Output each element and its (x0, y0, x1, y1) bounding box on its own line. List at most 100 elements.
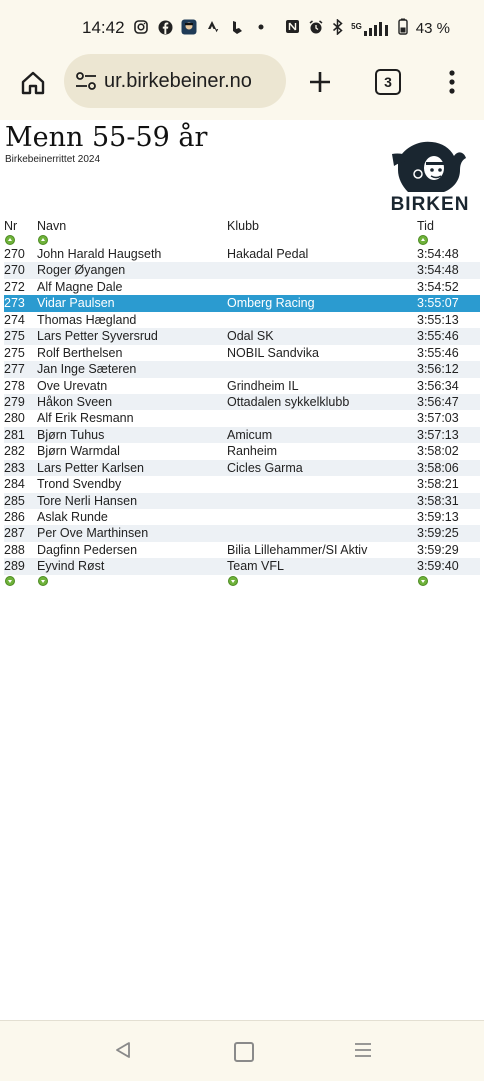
cell-time: 3:59:13 (417, 510, 459, 524)
cell-time: 3:55:07 (417, 296, 459, 311)
cell-nr: 287 (4, 526, 25, 541)
cell-nr: 286 (4, 510, 25, 524)
cell-name: Håkon Sveen (37, 394, 113, 409)
cell-time: 3:54:48 (417, 263, 459, 278)
more-menu-button[interactable] (440, 66, 464, 98)
cell-name: John Harald Haugseth (37, 247, 162, 261)
cell-club: Team VFL (227, 559, 284, 574)
home-button[interactable] (16, 66, 50, 100)
column-header-time[interactable]: Tid (417, 219, 434, 233)
logo-text: BIRKEN (391, 194, 470, 212)
page-subtitle: Birkebeinerrittet 2024 (5, 154, 101, 165)
system-status: 5G 43 % (285, 17, 450, 39)
cell-name: Vidar Paulsen (37, 296, 115, 311)
table-header: Nr Navn Klubb Tid (4, 218, 480, 234)
cell-time: 3:55:13 (417, 312, 459, 327)
table-row[interactable]: 280 Alf Erik Resmann 3:57:03 (4, 410, 480, 426)
table-row[interactable]: 289 Eyvind Røst Team VFL 3:59:40 (4, 558, 480, 575)
cell-club: Cicles Garma (227, 460, 303, 475)
status-bar: 14:42 5G (0, 0, 484, 54)
bing-icon (229, 19, 245, 35)
cell-time: 3:57:13 (417, 427, 459, 442)
sort-down-icon[interactable] (5, 575, 15, 586)
nfc-icon (285, 19, 300, 38)
table-row[interactable]: 284 Trond Svendby 3:58:21 (4, 476, 480, 492)
cell-name: Aslak Runde (37, 510, 108, 524)
cell-name: Bjørn Warmdal (37, 444, 120, 459)
table-row[interactable]: 283 Lars Petter Karlsen Cicles Garma 3:58:0… (4, 459, 480, 477)
sort-up-icon[interactable] (5, 235, 15, 245)
back-icon[interactable] (114, 1041, 132, 1064)
network-type: 5G (351, 21, 362, 31)
cell-club: Bilia Lillehammer/SI Aktiv (227, 542, 368, 557)
notification-icons (133, 19, 269, 35)
battery-icon (398, 18, 408, 39)
column-header-club[interactable]: Klubb (227, 219, 259, 233)
facebook-icon (157, 19, 173, 35)
cell-nr: 275 (4, 329, 25, 344)
table-row[interactable]: 281 Bjørn Tuhus Amicum 3:57:13 (4, 426, 480, 444)
table-row[interactable]: 273 Vidar Paulsen Omberg Racing 3:55:07 (4, 295, 480, 312)
recents-icon[interactable] (354, 1041, 372, 1064)
table-row[interactable]: 272 Alf Magne Dale 3:54:52 (4, 279, 480, 295)
sort-down-icon[interactable] (228, 575, 238, 586)
cell-name: Rolf Berthelsen (37, 345, 123, 360)
table-row[interactable]: 270 Roger Øyangen 3:54:48 (4, 262, 480, 279)
table-row[interactable]: 282 Bjørn Warmdal Ranheim 3:58:02 (4, 443, 480, 459)
plus-icon (310, 72, 330, 92)
status-time: 14:42 (82, 18, 125, 37)
results-table: Nr Navn Klubb Tid 270 John Harald Haugset… (4, 218, 480, 587)
cell-name: Lars Petter Syversrud (37, 329, 158, 344)
site-settings-icon[interactable] (74, 69, 98, 93)
url-text[interactable]: ur.birkebeiner.no (104, 69, 252, 92)
cell-time: 3:58:06 (417, 460, 459, 475)
cell-nr: 289 (4, 559, 25, 574)
cell-club: Odal SK (227, 329, 274, 344)
instagram-icon (133, 19, 149, 35)
table-row[interactable]: 277 Jan Inge Sæteren 3:56:12 (4, 361, 480, 378)
cell-name: Alf Erik Resmann (37, 411, 134, 426)
battery-percent: 43 % (415, 20, 450, 37)
table-row[interactable]: 275 Rolf Berthelsen NOBIL Sandvika 3:55:46 (4, 345, 480, 361)
table-row[interactable]: 286 Aslak Runde 3:59:13 (4, 509, 480, 525)
tab-switcher-button[interactable]: 3 (375, 69, 401, 95)
cell-name: Tore Nerli Hansen (37, 493, 138, 508)
table-row[interactable]: 287 Per Ove Marthinsen 3:59:25 (4, 525, 480, 542)
cell-nr: 279 (4, 394, 25, 409)
table-row[interactable]: 288 Dagfinn Pedersen Bilia Lillehammer/SI … (4, 542, 480, 558)
column-header-name[interactable]: Navn (37, 219, 67, 233)
cell-club: Hakadal Pedal (227, 247, 309, 261)
sort-up-icon[interactable] (418, 235, 428, 245)
alarm-icon (308, 19, 324, 39)
signal-5g-icon: 5G (351, 21, 390, 36)
table-row[interactable]: 274 Thomas Hægland 3:55:13 (4, 312, 480, 328)
table-row[interactable]: 279 Håkon Sveen Ottadalen sykkelklubb 3:56:… (4, 393, 480, 411)
bluetooth-icon (332, 17, 343, 39)
page-title: Menn 55-59 år (5, 122, 208, 153)
table-row[interactable]: 278 Ove Urevatn Grindheim IL 3:56:34 (4, 378, 480, 394)
table-row[interactable]: 285 Tore Nerli Hansen 3:58:31 (4, 492, 480, 509)
cell-club: Ranheim (227, 444, 278, 459)
sort-down-icon[interactable] (38, 575, 48, 586)
sort-up-icon[interactable] (38, 235, 48, 245)
cell-time: 3:55:46 (417, 345, 459, 360)
cell-nr: 277 (4, 362, 25, 377)
column-header-nr[interactable]: Nr (4, 219, 18, 233)
cell-club: NOBIL Sandvika (227, 345, 319, 360)
cell-time: 3:54:48 (417, 247, 459, 261)
birken-logo: BIRKEN (388, 130, 472, 215)
table-row[interactable]: 275 Lars Petter Syversrud Odal SK 3:55:46 (4, 328, 480, 345)
table-row[interactable]: 270 John Harald Haugseth Hakadal Pedal 3:54… (4, 246, 480, 262)
cell-time: 3:55:46 (417, 329, 459, 344)
cell-time: 3:56:12 (417, 362, 459, 377)
sort-row-bottom (4, 575, 480, 587)
sort-down-icon[interactable] (418, 575, 428, 586)
cell-time: 3:59:25 (417, 526, 459, 541)
new-tab-button[interactable] (304, 66, 336, 98)
cell-club: Grindheim IL (227, 378, 299, 393)
address-bar[interactable]: ur.birkebeiner.no (64, 54, 286, 108)
cell-nr: 273 (4, 296, 25, 311)
cell-time: 3:58:31 (417, 493, 459, 508)
home-nav-icon[interactable] (234, 1042, 254, 1062)
cell-name: Jan Inge Sæteren (37, 362, 137, 377)
